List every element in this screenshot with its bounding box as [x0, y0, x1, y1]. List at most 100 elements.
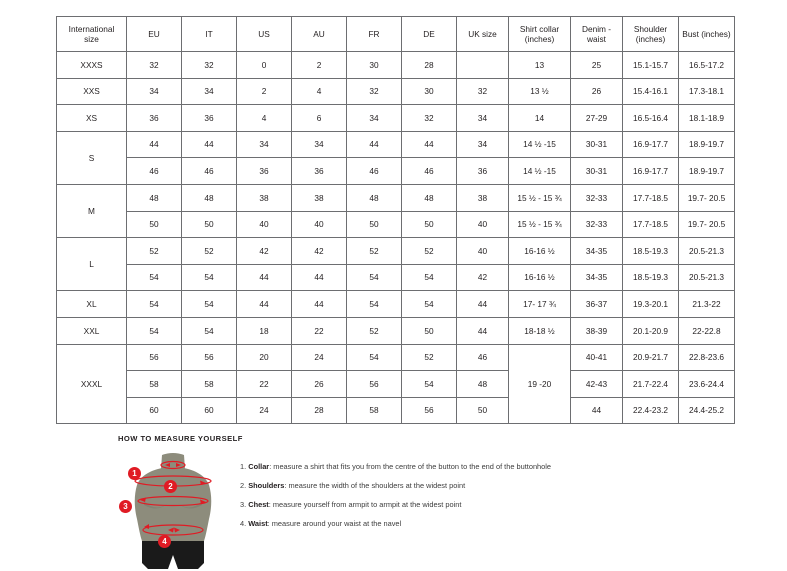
cell-de: 52 — [401, 343, 457, 372]
cell-it: 46 — [181, 157, 237, 185]
cell-denim: 30-31 — [570, 157, 623, 185]
header-line-2: (inches) — [524, 34, 555, 44]
cell-bust: 17.3-18.1 — [678, 77, 735, 106]
cell-de: 50 — [401, 316, 457, 345]
cell-bust: 19.7- 20.5 — [678, 183, 735, 212]
cell-us: 44 — [236, 290, 292, 318]
step-number: 3. — [240, 499, 247, 509]
cell-au: 28 — [291, 396, 347, 425]
how-to-measure-section: HOW TO MEASURE YOURSELF — [118, 434, 778, 571]
cell-shoulder: 16.9-17.7 — [622, 130, 679, 159]
header-line-1: International — [68, 23, 115, 34]
cell-size-group-s: S — [56, 130, 127, 185]
cell-it: 50 — [181, 210, 237, 239]
table-row: XXS 34 34 2 4 32 30 32 13 ½ 26 15.4-16.1… — [56, 77, 735, 106]
cell-au: 34 — [291, 130, 347, 159]
cell-eu: 34 — [126, 77, 182, 106]
column-header-denim-waist: Denim - waist — [570, 16, 623, 52]
measure-badge-2: 2 — [164, 480, 177, 493]
cell-denim: 26 — [570, 77, 623, 106]
cell-fr: 30 — [346, 51, 402, 79]
cell-eu: 48 — [126, 183, 182, 212]
cell-us: 34 — [236, 130, 292, 159]
cell-eu: 52 — [126, 237, 182, 265]
cell-de: 54 — [401, 370, 457, 398]
cell-size: XS — [56, 104, 127, 132]
step-text: : measure a shirt that fits you from the… — [269, 462, 552, 471]
cell-fr: 46 — [346, 157, 402, 185]
size-table-container: International size EU IT US AU FR DE UK … — [56, 16, 735, 425]
cell-eu: 50 — [126, 210, 182, 239]
how-to-measure-body: 1 2 3 4 1. Collar: measure a shirt that … — [118, 451, 778, 571]
cell-shoulder: 17.7-18.5 — [622, 210, 679, 239]
table-row: XL 54 54 44 44 54 54 44 17- 17 ¾ 36-37 1… — [56, 290, 735, 318]
cell-bust: 20.5-21.3 — [678, 263, 735, 292]
cell-it: 48 — [181, 183, 237, 212]
measure-step-waist: 4. Waist: measure around your waist at t… — [240, 520, 551, 527]
cell-bust: 18.9-19.7 — [678, 157, 735, 185]
column-header-international-size: International size — [56, 16, 127, 52]
cell-uk: 40 — [456, 210, 509, 239]
header-line-1: Shoulder — [633, 23, 668, 34]
cell-au: 36 — [291, 157, 347, 185]
cell-fr: 58 — [346, 396, 402, 425]
cell-fr: 50 — [346, 210, 402, 239]
cell-eu: 46 — [126, 157, 182, 185]
cell-it: 54 — [181, 290, 237, 318]
cell-it: 34 — [181, 77, 237, 106]
cell-eu: 56 — [126, 343, 182, 372]
cell-shoulder: 21.7-22.4 — [622, 370, 679, 398]
cell-de: 48 — [401, 183, 457, 212]
cell-size-group-xxxl: XXXL — [56, 343, 127, 425]
cell-denim: 38-39 — [570, 316, 623, 345]
cell-fr: 54 — [346, 263, 402, 292]
step-term: Shoulders — [248, 480, 285, 490]
cell-au: 22 — [291, 316, 347, 345]
cell-fr: 48 — [346, 183, 402, 212]
cell-size: XXS — [56, 77, 127, 106]
cell-de: 54 — [401, 290, 457, 318]
cell-au: 4 — [291, 77, 347, 106]
cell-shoulder: 16.5-16.4 — [622, 104, 679, 132]
cell-collar: 17- 17 ¾ — [508, 290, 571, 318]
measure-badge-4: 4 — [158, 535, 171, 548]
column-header-shirt-collar: Shirt collar (inches) — [508, 16, 571, 52]
cell-eu: 32 — [126, 51, 182, 79]
step-number: 4. — [240, 518, 247, 528]
cell-fr: 34 — [346, 104, 402, 132]
measure-step-chest: 3. Chest: measure yourself from armpit t… — [240, 501, 551, 508]
cell-it: 52 — [181, 237, 237, 265]
cell-de: 28 — [401, 51, 457, 79]
cell-de: 32 — [401, 104, 457, 132]
cell-shoulder: 16.9-17.7 — [622, 157, 679, 185]
cell-uk — [456, 51, 509, 79]
cell-bust: 19.7- 20.5 — [678, 210, 735, 239]
cell-us: 40 — [236, 210, 292, 239]
header-line-2: (inches) — [635, 34, 666, 44]
measure-step-collar: 1. Collar: measure a shirt that fits you… — [240, 463, 551, 470]
cell-shoulder: 20.1-20.9 — [622, 316, 679, 345]
cell-eu: 54 — [126, 263, 182, 292]
cell-uk: 38 — [456, 183, 509, 212]
table-row: 46 46 36 36 46 46 36 14 ½ -15 30-31 16.9… — [57, 157, 735, 185]
cell-uk: 44 — [456, 316, 509, 345]
cell-size: XXXS — [56, 51, 127, 79]
cell-size: XXL — [56, 316, 127, 345]
header-line-1: Denim - — [581, 23, 612, 34]
cell-fr: 32 — [346, 77, 402, 106]
cell-it: 56 — [181, 343, 237, 372]
cell-us: 24 — [236, 396, 292, 425]
cell-it: 54 — [181, 316, 237, 345]
column-header-uk-size: UK size — [456, 16, 509, 52]
cell-collar: 15 ½ - 15 ¾ — [508, 183, 571, 212]
cell-collar: 15 ½ - 15 ¾ — [508, 210, 571, 239]
table-row: L 52 52 42 42 52 52 40 16-16 ½ 34-35 18.… — [56, 237, 735, 292]
international-size-table: International size EU IT US AU FR DE UK … — [56, 16, 735, 425]
cell-collar: 18-18 ½ — [508, 316, 571, 345]
cell-collar: 16-16 ½ — [508, 263, 571, 292]
table-row: XXXS 32 32 0 2 30 28 13 25 15.1-15.7 16.… — [56, 51, 735, 79]
cell-collar: 13 — [508, 51, 571, 79]
cell-eu: 54 — [126, 316, 182, 345]
cell-uk: 50 — [456, 396, 509, 425]
